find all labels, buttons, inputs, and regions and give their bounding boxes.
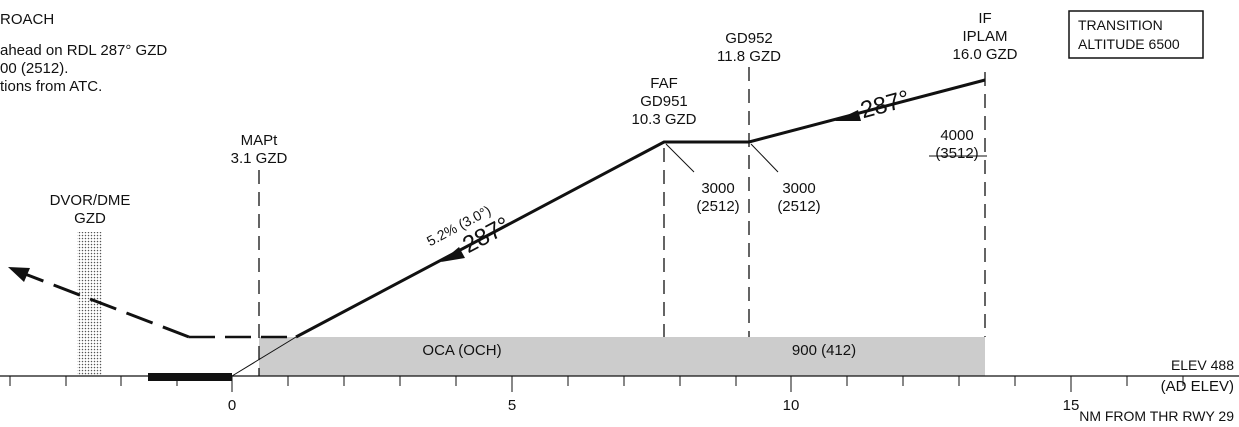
fix-lines [258, 67, 986, 376]
initial-track-arrow [835, 110, 861, 121]
final-path-extension [231, 336, 297, 377]
mapt-distance: 3.1 GZD [231, 150, 288, 167]
approach-path [295, 78, 986, 339]
if-label: IF [978, 10, 991, 27]
runway-bar [148, 373, 232, 381]
faf-height: (2512) [696, 198, 739, 215]
gd952-name: GD952 [725, 30, 773, 47]
tick-label-15: 15 [1063, 397, 1080, 414]
oca-value: 900 (412) [792, 342, 856, 359]
if-height: (3512) [935, 145, 978, 162]
final-track-arrow [441, 247, 465, 262]
gd952-height: (2512) [777, 198, 820, 215]
elev-label: ELEV 488 [1171, 357, 1234, 373]
ad-elev-label: (AD ELEV) [1161, 378, 1234, 395]
tick-label-0: 0 [228, 397, 236, 414]
gd952-distance: 11.8 GZD [717, 48, 781, 65]
oca-shaded-area [259, 337, 985, 376]
tick-label-10: 10 [783, 397, 800, 414]
if-distance: 16.0 GZD [952, 46, 1017, 63]
dvor-label: DVOR/DME [50, 192, 131, 209]
missed-approach-arrow [8, 267, 30, 282]
initial-track-label: 287° [858, 85, 913, 124]
missed-approach-line-3: tions from ATC. [0, 78, 102, 95]
transition-line-1: TRANSITION [1078, 17, 1163, 33]
mapt-label: MAPt [241, 132, 279, 149]
if-name: IPLAM [962, 28, 1007, 45]
tick-label-5: 5 [508, 397, 516, 414]
faf-label: FAF [650, 75, 678, 92]
transition-altitude-box [1068, 10, 1204, 59]
faf-altitude: 3000 [701, 180, 734, 197]
gd952-alt-leader [750, 143, 779, 173]
dvor-dme-symbol [77, 232, 102, 376]
faf-distance: 10.3 GZD [631, 111, 696, 128]
missed-approach-heading: ROACH [0, 11, 54, 28]
missed-approach-path [24, 272, 190, 339]
distance-unit-label: NM FROM THR RWY 29 [1079, 408, 1234, 424]
missed-approach-line-1: ahead on RDL 287° GZD [0, 42, 167, 59]
gd952-altitude: 3000 [782, 180, 815, 197]
missed-approach-line-2: 00 (2512). [0, 60, 68, 77]
transition-line-2: ALTITUDE 6500 [1078, 36, 1180, 52]
faf-alt-leader [665, 143, 695, 173]
faf-name: GD951 [640, 93, 688, 110]
axis-minor-ticks [9, 376, 1184, 392]
oca-label: OCA (OCH) [422, 342, 501, 359]
if-altitude: 4000 [940, 127, 973, 144]
dvor-ident: GZD [74, 210, 106, 227]
